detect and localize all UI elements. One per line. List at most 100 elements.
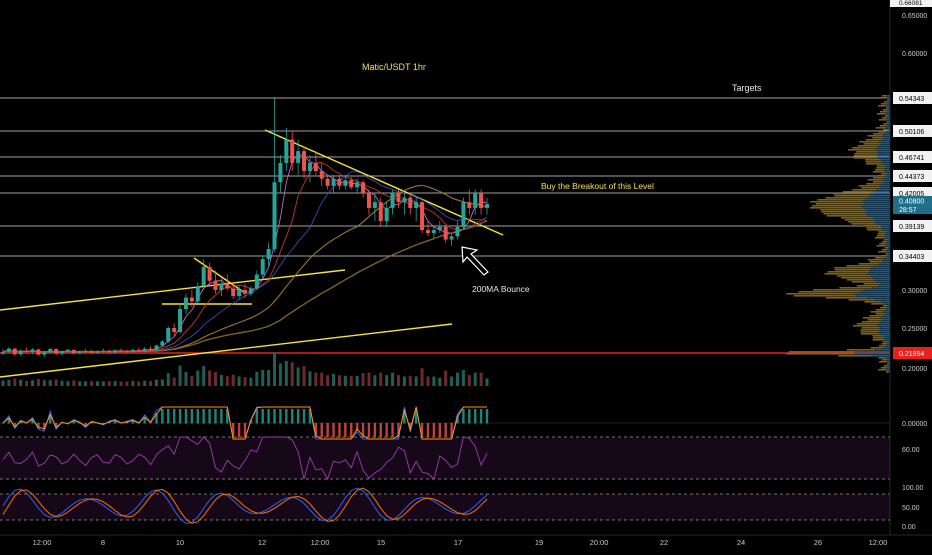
profile-bar — [876, 165, 886, 167]
histogram-bar — [131, 420, 135, 424]
profile-bar — [881, 359, 888, 361]
profile-bar — [878, 357, 886, 359]
candle-body — [183, 297, 188, 309]
profile-bar — [858, 263, 879, 265]
profile-bar — [834, 267, 871, 269]
candle-body — [325, 178, 330, 186]
profile-bar — [865, 161, 882, 163]
profile-bar — [885, 369, 890, 371]
volume-bar — [444, 370, 448, 386]
level-tag-label: 0.44373 — [899, 174, 924, 181]
volume-bar — [54, 379, 58, 386]
volume-bar — [249, 377, 253, 386]
profile-bar — [884, 177, 890, 179]
profile-bar — [863, 143, 881, 145]
profile-bar — [882, 305, 888, 307]
profile-bar — [864, 301, 882, 303]
histogram-bar — [308, 409, 312, 424]
profile-bar — [887, 109, 890, 111]
candle-body — [237, 290, 242, 297]
volume-bar — [219, 374, 223, 386]
volume-bar — [290, 362, 294, 386]
candle-body — [213, 280, 218, 290]
candlesticks[interactable] — [1, 98, 489, 357]
profile-bar — [883, 339, 890, 341]
profile-bar — [888, 247, 890, 249]
profile-bar — [839, 287, 873, 289]
profile-bar — [874, 265, 890, 267]
volume-bar — [225, 376, 229, 386]
profile-bar — [861, 327, 881, 329]
profile-bar — [876, 147, 890, 149]
candle-body — [124, 351, 129, 353]
histogram-bar — [190, 409, 194, 424]
candle-body — [378, 202, 383, 222]
profile-bar — [877, 157, 890, 159]
profile-bar — [886, 103, 890, 105]
profile-bar — [880, 327, 890, 329]
profile-bar — [875, 299, 890, 301]
candle-body — [307, 162, 312, 171]
level-tag — [893, 347, 932, 359]
profile-bar — [880, 367, 887, 369]
profile-bar — [878, 263, 890, 265]
profile-bar — [878, 119, 887, 121]
volume-bar — [13, 378, 17, 386]
volume-bar — [349, 375, 353, 386]
profile-bar — [881, 117, 888, 119]
profile-bar — [880, 283, 890, 285]
volume-bar — [125, 381, 129, 386]
price-tick-label: 0.30000 — [902, 288, 927, 295]
volume-bar — [19, 379, 23, 386]
profile-bar — [882, 261, 890, 263]
histogram-bar — [320, 423, 323, 438]
histogram-bar — [161, 409, 164, 424]
volume-bar — [131, 381, 135, 386]
targets-label: Targets — [732, 83, 762, 93]
oscillator-pane — [0, 406, 890, 440]
profile-bar — [886, 97, 890, 99]
profile-bar — [862, 317, 881, 319]
profile-bar — [886, 119, 890, 121]
stoch-band-bg — [0, 494, 890, 520]
candle-body — [284, 139, 289, 163]
profile-bar — [879, 111, 887, 113]
volume-bar — [326, 375, 330, 386]
profile-bar — [876, 189, 890, 191]
price-tick-label: 0.65000 — [902, 13, 927, 20]
time-tick-label: 12:00 — [869, 538, 888, 547]
histogram-bar — [214, 409, 217, 424]
level-tag — [893, 220, 932, 232]
profile-bar — [887, 359, 890, 361]
indicator-tick-label: 100.00 — [902, 485, 924, 492]
volume-bar — [237, 376, 241, 386]
candle-body — [361, 182, 366, 194]
histogram-bar — [43, 423, 46, 430]
volume-bar — [255, 371, 259, 386]
candle-body — [355, 182, 360, 188]
candle-body — [107, 350, 112, 353]
histogram-bar — [84, 423, 87, 428]
profile-bar — [868, 271, 890, 273]
profile-bar — [873, 191, 890, 193]
candle-body — [18, 350, 23, 355]
candle-body — [290, 139, 295, 163]
profile-bar — [878, 231, 886, 233]
candle-body — [272, 182, 277, 250]
volume-bar — [36, 378, 40, 386]
profile-bar — [885, 235, 890, 237]
profile-bar — [863, 289, 890, 291]
histogram-bar — [344, 423, 347, 438]
volume-bar — [367, 372, 371, 386]
chart-title: Matic/USDT 1hr — [362, 62, 426, 72]
profile-bar — [788, 351, 855, 353]
volume-bar — [273, 352, 277, 386]
volume-bar — [396, 375, 400, 386]
profile-bar — [881, 173, 887, 175]
profile-bar — [886, 371, 889, 373]
profile-bar — [873, 133, 885, 135]
profile-bar — [786, 293, 854, 295]
candle-body — [89, 351, 94, 353]
